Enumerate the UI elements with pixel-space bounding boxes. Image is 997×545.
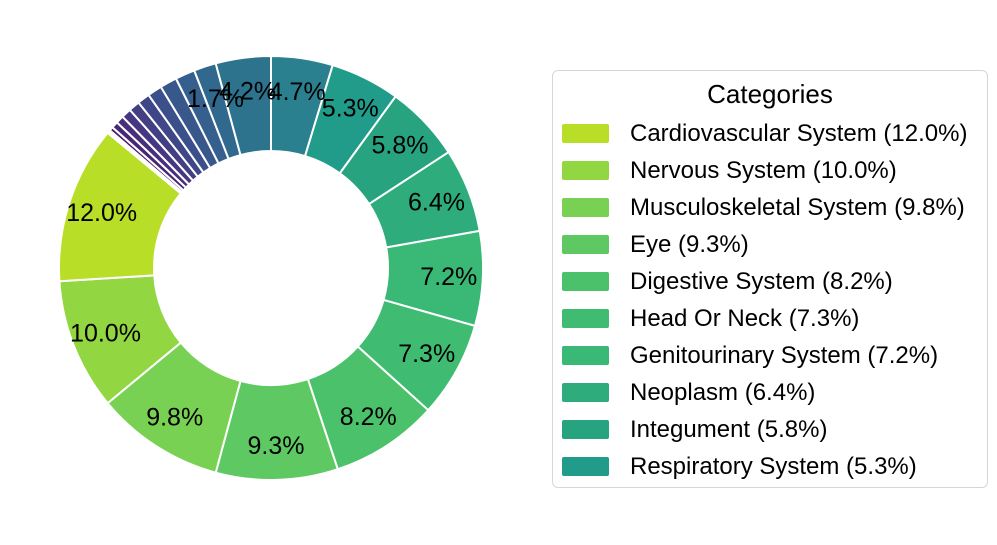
legend-swatch	[562, 272, 609, 291]
legend-item[interactable]: Cardiovascular System (12.0%)	[553, 115, 987, 152]
legend-item-label: Nervous System (10.0%)	[630, 156, 897, 184]
pie-percent-label: 9.8%	[146, 404, 203, 432]
legend-swatch	[562, 124, 609, 143]
legend-item-label: Integument (5.8%)	[630, 415, 828, 443]
legend-item[interactable]: Head Or Neck (7.3%)	[553, 300, 987, 337]
legend-item[interactable]: Genitourinary System (7.2%)	[553, 337, 987, 374]
legend-item[interactable]: Neoplasm (6.4%)	[553, 374, 987, 411]
legend-item[interactable]: Respiratory System (5.3%)	[553, 448, 987, 485]
legend-item-label: Digestive System (8.2%)	[630, 267, 893, 295]
pie-percent-label: 5.3%	[322, 95, 379, 123]
legend-swatch	[562, 457, 609, 476]
pie-percent-label: 7.2%	[420, 263, 477, 291]
pie-percent-label: 1.7%	[187, 85, 244, 113]
legend-item-label: Eye (9.3%)	[630, 230, 749, 258]
legend-swatch	[562, 235, 609, 254]
pie-percent-label: 4.7%	[269, 78, 326, 106]
legend: Categories Cardiovascular System (12.0%)…	[552, 70, 988, 488]
legend-item[interactable]: Digestive System (8.2%)	[553, 263, 987, 300]
pie-percent-label: 5.8%	[372, 131, 429, 159]
pie-percent-label: 8.2%	[340, 403, 397, 431]
legend-item-label: Musculoskeletal System (9.8%)	[630, 193, 965, 221]
legend-item-label: Neoplasm (6.4%)	[630, 378, 816, 406]
legend-swatch	[562, 383, 609, 402]
pie-percent-label: 9.3%	[248, 432, 305, 460]
legend-swatch	[562, 198, 609, 217]
pie-percent-label: 12.0%	[66, 199, 137, 227]
legend-title: Categories	[707, 79, 833, 109]
pie-slice[interactable]	[214, 55, 272, 157]
legend-swatch	[562, 161, 609, 180]
pie-percent-label: 10.0%	[70, 320, 141, 348]
legend-swatch	[562, 346, 609, 365]
pie-percent-label: 7.3%	[398, 340, 455, 368]
pie-percent-label: 4.2%	[219, 78, 276, 106]
legend-swatch	[562, 420, 609, 439]
legend-item-label: Respiratory System (5.3%)	[630, 452, 917, 480]
legend-items: Cardiovascular System (12.0%) Nervous Sys…	[553, 115, 987, 485]
donut-chart: 4.7%5.3% 5.8% 6.4% 7.2% 7.3% 8.2% 9.3% 9.8% 10.0…	[58, 55, 484, 482]
pie-percent-label: 6.4%	[408, 189, 465, 217]
legend-item-label: Head Or Neck (7.3%)	[630, 304, 860, 332]
legend-swatch	[562, 309, 609, 328]
legend-item-label: Cardiovascular System (12.0%)	[630, 119, 968, 147]
legend-item[interactable]: Musculoskeletal System (9.8%)	[553, 189, 987, 226]
legend-item[interactable]: Nervous System (10.0%)	[553, 152, 987, 189]
legend-item-label: Genitourinary System (7.2%)	[630, 341, 939, 369]
legend-item[interactable]: Integument (5.8%)	[553, 411, 987, 448]
legend-item[interactable]: Eye (9.3%)	[553, 226, 987, 263]
